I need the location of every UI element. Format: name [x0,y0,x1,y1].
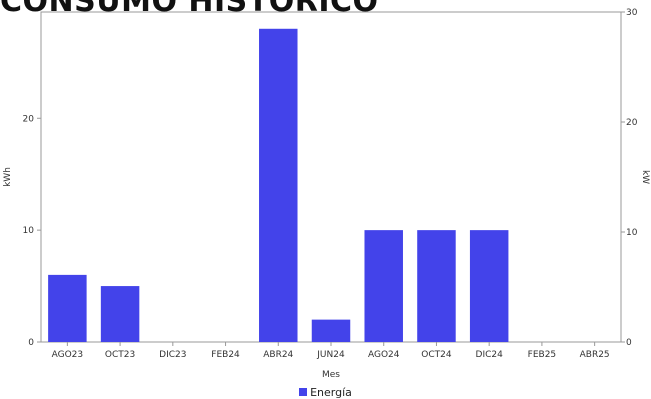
x-tick-label: DIC24 [476,350,504,360]
x-tick-label: ABR24 [263,350,293,360]
legend-label: Energía [310,386,352,399]
bar [100,286,140,342]
bar [469,230,509,342]
y-tick-label: 20 [23,114,35,124]
y-right-axis-title: kW [640,170,650,184]
x-axis-title: Mes [322,370,340,380]
y-right-tick-label: 30 [626,8,638,18]
bar [311,319,351,342]
y-axis-title: kWh [3,167,13,187]
x-tick-label: ABR25 [580,350,610,360]
x-tick-label: OCT23 [105,350,135,360]
y-tick-label: 10 [23,226,35,236]
bar [48,274,87,342]
x-tick-label: DIC23 [159,350,186,360]
x-tick-label: JUN24 [316,350,345,360]
y-right-tick-label: 20 [626,118,638,128]
y-right-tick-label: 10 [626,228,638,238]
x-tick-label: FEB24 [211,350,240,360]
x-tick-label: OCT24 [421,350,452,360]
x-tick-label: AGO24 [368,350,400,360]
bar [417,230,456,342]
legend-swatch [299,388,308,396]
y-tick-label: 0 [28,338,34,348]
y-right-tick-label: 0 [626,338,632,348]
legend: Energía [0,386,651,399]
bar [259,28,298,342]
x-tick-label: AGO23 [52,350,84,360]
x-tick-label: FEB25 [528,350,557,360]
bar [364,230,403,342]
